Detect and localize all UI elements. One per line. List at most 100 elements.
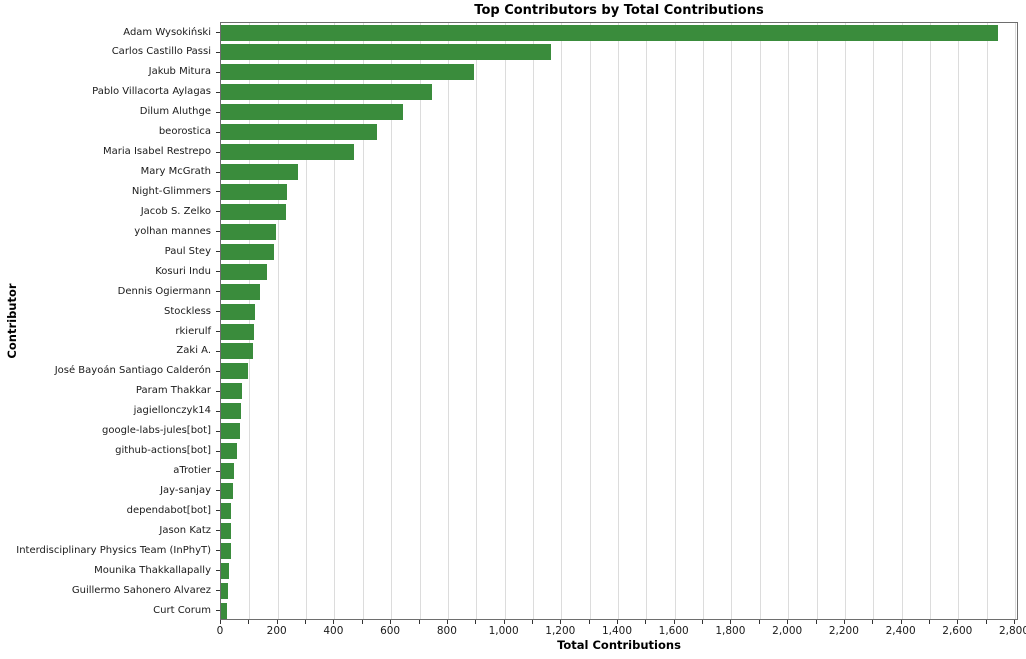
y-tick-mark xyxy=(216,152,220,153)
y-tick-mark xyxy=(216,471,220,472)
chart-title: Top Contributors by Total Contributions xyxy=(474,3,764,18)
x-tick-label: 1,600 xyxy=(658,625,689,637)
bar xyxy=(221,64,475,81)
y-tick-mark xyxy=(216,371,220,372)
y-tick-mark xyxy=(216,52,220,53)
x-tick-mark xyxy=(220,620,221,624)
x-tick-label: 2,200 xyxy=(828,625,859,637)
y-tick-label: yolhan mannes xyxy=(134,225,211,237)
y-tick-label: Zaki A. xyxy=(176,345,211,357)
gridline xyxy=(646,23,648,619)
y-tick-mark xyxy=(216,191,220,192)
x-tick-label: 2,800 xyxy=(998,625,1026,637)
x-tick-mark xyxy=(872,620,874,624)
x-tick-mark xyxy=(730,620,732,624)
gridline xyxy=(362,23,364,619)
x-tick-mark xyxy=(276,620,278,624)
y-tick-mark xyxy=(216,92,220,93)
x-tick-mark xyxy=(390,620,392,624)
x-tick-label: 2,400 xyxy=(885,625,916,637)
y-tick-mark xyxy=(216,231,220,232)
y-tick-mark xyxy=(216,311,220,312)
x-tick-mark xyxy=(645,620,647,624)
gridline xyxy=(1015,23,1016,619)
y-tick-mark xyxy=(216,271,220,272)
x-tick-mark xyxy=(758,620,760,624)
y-tick-mark xyxy=(216,550,220,551)
bar xyxy=(221,562,229,579)
y-tick-label: Param Thakkar xyxy=(135,385,211,397)
y-tick-label: Jay-sanjay xyxy=(160,484,211,496)
x-tick-mark xyxy=(560,620,562,624)
y-tick-label: Stockless xyxy=(163,305,211,317)
y-tick-label: Jacob S. Zelko xyxy=(140,205,211,217)
x-tick-mark xyxy=(702,620,704,624)
y-tick-mark xyxy=(216,391,220,392)
x-tick-mark xyxy=(588,620,590,624)
bar xyxy=(221,24,998,41)
gridline xyxy=(901,23,903,619)
y-tick-mark xyxy=(216,490,220,491)
y-tick-label: google-labs-jules[bot] xyxy=(102,425,211,437)
bar xyxy=(221,323,255,340)
bar xyxy=(221,582,229,599)
x-tick-mark xyxy=(418,620,420,624)
bar xyxy=(221,84,433,101)
y-tick-label: Dennis Ogiermann xyxy=(117,285,211,297)
x-tick-mark xyxy=(531,620,533,624)
bar xyxy=(221,403,241,420)
x-tick-mark xyxy=(333,620,335,624)
bar xyxy=(221,183,287,200)
y-tick-mark xyxy=(216,251,220,252)
x-tick-mark xyxy=(475,620,477,624)
y-tick-label: Guillermo Sahonero Alvarez xyxy=(71,584,211,596)
gridline xyxy=(703,23,705,619)
y-tick-label: jagiellonczyk14 xyxy=(133,405,211,417)
bar xyxy=(221,343,253,360)
gridline xyxy=(532,23,534,619)
bar xyxy=(221,423,240,440)
x-tick-mark xyxy=(787,620,789,624)
y-tick-label: José Bayoán Santiago Calderón xyxy=(54,365,211,377)
gridline xyxy=(986,23,988,619)
y-tick-mark xyxy=(216,32,220,33)
bar xyxy=(221,303,255,320)
y-tick-label: Curt Corum xyxy=(153,604,211,616)
x-tick-mark xyxy=(673,620,675,624)
bar xyxy=(221,263,268,280)
y-tick-mark xyxy=(216,570,220,571)
gridline xyxy=(391,23,393,619)
y-tick-label: Mary McGrath xyxy=(140,166,211,177)
plot-area xyxy=(220,22,1018,620)
gridline xyxy=(618,23,619,619)
y-tick-label: Carlos Castillo Passi xyxy=(111,46,211,58)
x-tick-mark xyxy=(1014,620,1015,624)
y-tick-label: Interdisciplinary Physics Team (InPhyT) xyxy=(16,544,211,556)
gridline xyxy=(958,23,960,619)
bar xyxy=(221,223,276,240)
y-tick-mark xyxy=(216,172,220,173)
gridline xyxy=(447,23,449,619)
y-tick-label: Night-Glimmers xyxy=(131,185,211,197)
bar xyxy=(221,482,233,499)
y-tick-label: Maria Isabel Restrepo xyxy=(103,146,211,158)
y-tick-label: aTrotier xyxy=(173,465,211,476)
x-tick-label: 200 xyxy=(266,625,287,637)
bar xyxy=(221,203,287,220)
y-tick-mark xyxy=(216,530,220,531)
bar xyxy=(221,383,243,400)
y-tick-label: Paul Stey xyxy=(164,245,211,257)
gridline xyxy=(504,23,506,619)
gridline xyxy=(788,23,790,619)
x-tick-mark xyxy=(900,620,902,624)
y-tick-label: Jason Katz xyxy=(159,524,211,536)
gridline xyxy=(277,23,279,619)
x-axis-label: Total Contributions xyxy=(557,638,681,652)
bar xyxy=(221,44,552,61)
x-tick-mark xyxy=(248,620,250,624)
y-tick-mark xyxy=(216,211,220,212)
bar xyxy=(221,602,228,619)
bar xyxy=(221,124,378,141)
y-tick-mark xyxy=(216,291,220,292)
